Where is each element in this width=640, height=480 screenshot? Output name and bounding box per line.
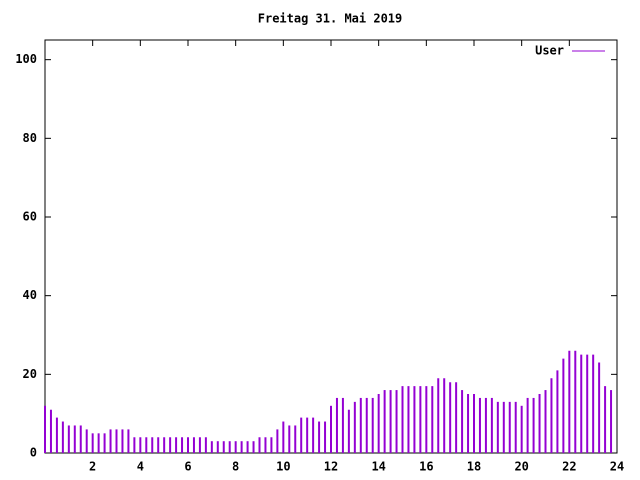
- plot-frame: [44, 39, 618, 454]
- y-tick-label: 40: [23, 288, 37, 302]
- x-tick-label: 2: [89, 460, 96, 474]
- x-tick-label: 14: [371, 460, 385, 474]
- x-tick-label: 8: [232, 460, 239, 474]
- y-tick-label: 60: [23, 210, 37, 224]
- y-tick-label: 80: [23, 131, 37, 145]
- legend-label: User: [535, 44, 564, 58]
- y-tick-label: 100: [15, 52, 37, 66]
- x-tick-label: 10: [276, 460, 290, 474]
- y-tick-label: 20: [23, 367, 37, 381]
- x-tick-label: 6: [184, 460, 191, 474]
- x-tick-label: 24: [610, 460, 624, 474]
- x-tick-label: 12: [324, 460, 338, 474]
- chart-title: Freitag 31. Mai 2019: [258, 12, 403, 26]
- x-tick-label: 16: [419, 460, 433, 474]
- x-tick-label: 4: [137, 460, 144, 474]
- x-tick-label: 20: [514, 460, 528, 474]
- y-tick-label: 0: [30, 446, 37, 460]
- x-tick-label: 18: [467, 460, 481, 474]
- x-tick-label: 22: [562, 460, 576, 474]
